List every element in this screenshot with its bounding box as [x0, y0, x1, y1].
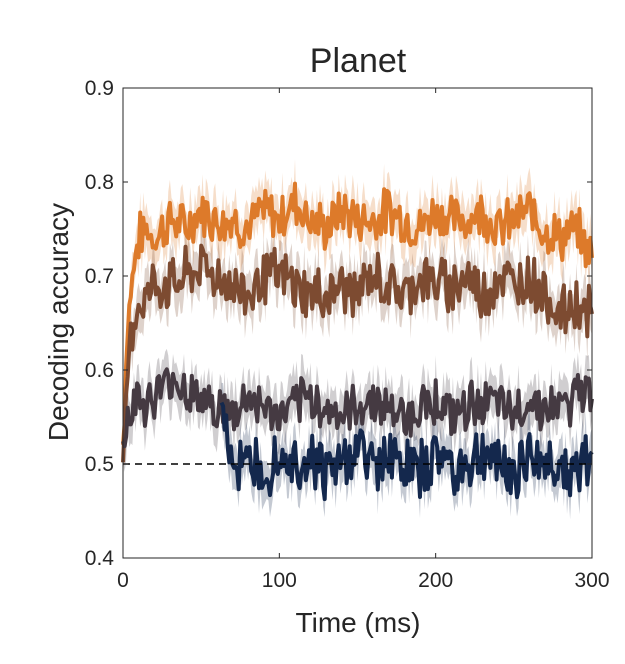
y-tick-label: 0.7 — [85, 265, 114, 288]
y-axis-ticks: 0.4 0.5 0.6 0.7 0.8 0.9 — [85, 77, 592, 570]
series-1-line — [121, 181, 594, 445]
series-2-line — [121, 243, 594, 463]
x-axis-ticks: 0 100 200 300 — [117, 88, 610, 592]
plot-area-frame — [122, 87, 593, 559]
x-tick-label: 100 — [262, 569, 297, 592]
y-tick-label: 0.8 — [85, 171, 114, 194]
series-3-line — [121, 367, 594, 449]
series-4-line — [219, 401, 594, 502]
x-tick-label: 300 — [574, 569, 609, 592]
y-tick-label: 0.5 — [85, 453, 114, 476]
x-tick-label: 0 — [117, 569, 129, 592]
chart-title: Planet — [310, 42, 407, 80]
y-tick-label: 0.4 — [85, 547, 115, 570]
y-axis-label: Decoding accuracy — [43, 203, 74, 441]
y-tick-label: 0.6 — [85, 359, 114, 382]
x-axis-label: Time (ms) — [296, 607, 421, 638]
y-tick-label: 0.9 — [85, 77, 114, 100]
x-tick-label: 200 — [418, 569, 453, 592]
series-lines — [121, 181, 594, 502]
